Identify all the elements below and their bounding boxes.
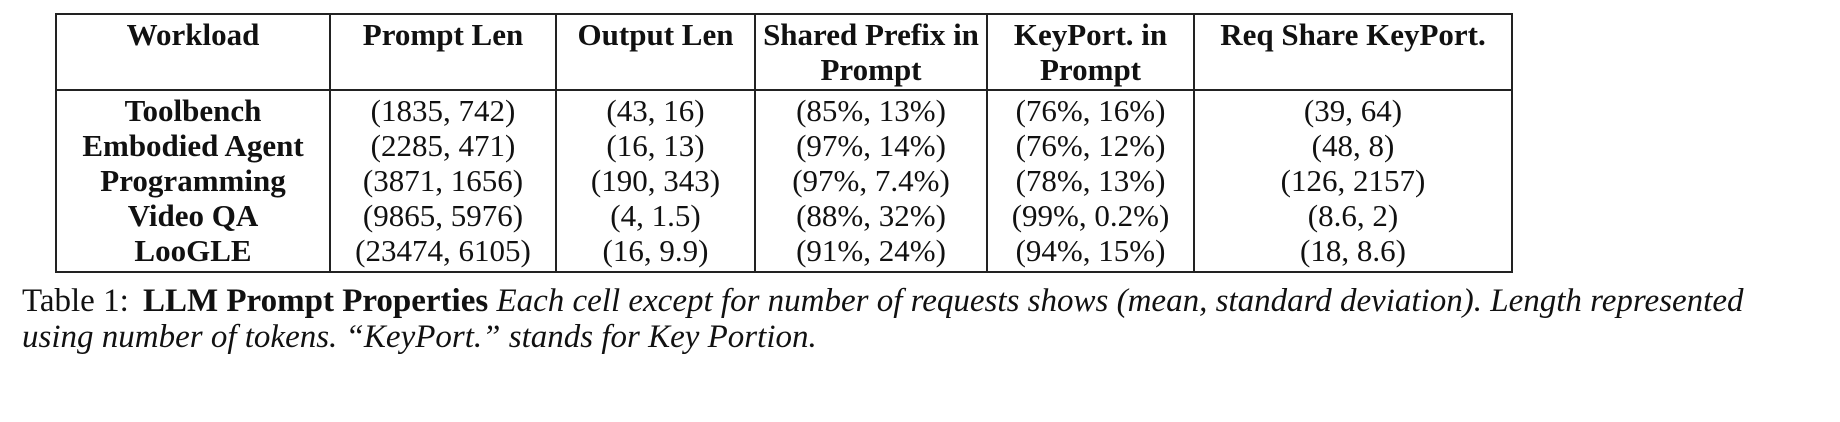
output-len-cell: (43, 16) <box>555 90 755 128</box>
header-row: Workload Prompt Len Output Len Shared Pr… <box>55 14 1512 91</box>
prompt-len-cell: (9865, 5976) <box>329 198 556 233</box>
caption-title: LLM Prompt Properties <box>142 283 489 319</box>
table-row: Embodied Agent (2285, 471) (16, 13) (97%… <box>55 128 1512 163</box>
output-len-cell: (190, 343) <box>555 163 755 198</box>
workload-cell: Embodied Agent <box>55 128 330 163</box>
req-share-cell: (126, 2157) <box>1193 163 1512 198</box>
shared-prefix-cell: (85%, 13%) <box>754 90 987 128</box>
keyport-cell: (94%, 15%) <box>986 233 1194 272</box>
workload-cell: Programming <box>55 163 330 198</box>
table-row: Toolbench (1835, 742) (43, 16) (85%, 13%… <box>55 90 1512 128</box>
shared-prefix-cell: (91%, 24%) <box>754 233 987 272</box>
shared-prefix-cell: (97%, 7.4%) <box>754 163 987 198</box>
table-caption: Table 1: LLM Prompt Properties Each cell… <box>22 283 1822 355</box>
table-body: Toolbench (1835, 742) (43, 16) (85%, 13%… <box>55 90 1512 272</box>
req-share-cell: (39, 64) <box>1193 90 1512 128</box>
table-row: Programming (3871, 1656) (190, 343) (97%… <box>55 163 1512 198</box>
prompt-len-cell: (1835, 742) <box>329 90 556 128</box>
table-row: LooGLE (23474, 6105) (16, 9.9) (91%, 24%… <box>55 233 1512 272</box>
header-req-share-keyport: Req Share KeyPort. <box>1193 14 1512 91</box>
shared-prefix-cell: (97%, 14%) <box>754 128 987 163</box>
table-header: Workload Prompt Len Output Len Shared Pr… <box>55 14 1512 91</box>
req-share-cell: (8.6, 2) <box>1193 198 1512 233</box>
workload-cell: Video QA <box>55 198 330 233</box>
header-prompt-len: Prompt Len <box>329 14 556 91</box>
workload-cell: Toolbench <box>55 90 330 128</box>
keyport-cell: (99%, 0.2%) <box>986 198 1194 233</box>
keyport-cell: (76%, 16%) <box>986 90 1194 128</box>
properties-table-container: Workload Prompt Len Output Len Shared Pr… <box>55 13 1513 273</box>
prompt-len-cell: (2285, 471) <box>329 128 556 163</box>
prompt-properties-table: Workload Prompt Len Output Len Shared Pr… <box>55 13 1513 273</box>
shared-prefix-cell: (88%, 32%) <box>754 198 987 233</box>
header-keyport-in-prompt: KeyPort. in Prompt <box>986 14 1194 91</box>
caption-text: Each cell except for number of requests … <box>22 283 1744 355</box>
req-share-cell: (18, 8.6) <box>1193 233 1512 272</box>
header-workload: Workload <box>55 14 330 91</box>
output-len-cell: (16, 9.9) <box>555 233 755 272</box>
prompt-len-cell: (23474, 6105) <box>329 233 556 272</box>
keyport-cell: (78%, 13%) <box>986 163 1194 198</box>
workload-cell: LooGLE <box>55 233 330 272</box>
table-row: Video QA (9865, 5976) (4, 1.5) (88%, 32%… <box>55 198 1512 233</box>
caption-number: Table 1: <box>22 283 129 319</box>
header-output-len: Output Len <box>555 14 755 91</box>
header-shared-prefix: Shared Prefix in Prompt <box>754 14 987 91</box>
req-share-cell: (48, 8) <box>1193 128 1512 163</box>
output-len-cell: (16, 13) <box>555 128 755 163</box>
output-len-cell: (4, 1.5) <box>555 198 755 233</box>
prompt-len-cell: (3871, 1656) <box>329 163 556 198</box>
keyport-cell: (76%, 12%) <box>986 128 1194 163</box>
